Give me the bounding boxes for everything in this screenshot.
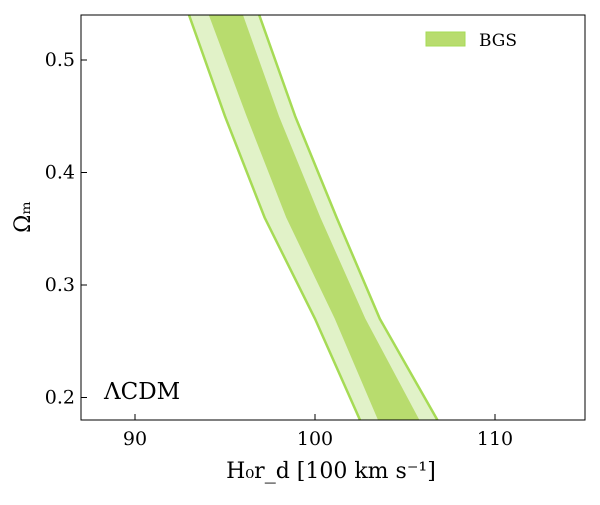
model-annotation: ΛCDM — [103, 379, 180, 405]
legend-swatch-bgs — [425, 31, 466, 47]
x-axis-ticks: 90 100 110 — [123, 414, 513, 450]
y-tick-label: 0.5 — [45, 49, 75, 71]
x-tick-label: 110 — [477, 428, 513, 450]
bgs-contour-95-left-edge — [187, 15, 362, 420]
x-tick-label: 90 — [123, 428, 147, 450]
x-axis-label: H₀r_d [100 km s⁻¹] — [226, 459, 436, 484]
legend: BGS — [425, 31, 517, 51]
y-axis-label: Ωₘ — [11, 201, 36, 233]
bgs-contour-95-right-edge — [258, 15, 439, 420]
contour-bands — [187, 15, 439, 420]
y-tick-label: 0.2 — [45, 387, 75, 409]
x-tick-label: 100 — [297, 428, 333, 450]
y-axis-ticks: 0.2 0.3 0.4 0.5 — [45, 49, 87, 409]
legend-label-bgs: BGS — [479, 31, 517, 51]
y-tick-label: 0.3 — [45, 274, 75, 296]
y-tick-label: 0.4 — [45, 162, 75, 184]
bgs-contour-68 — [208, 15, 420, 420]
plot-frame — [80, 14, 586, 421]
